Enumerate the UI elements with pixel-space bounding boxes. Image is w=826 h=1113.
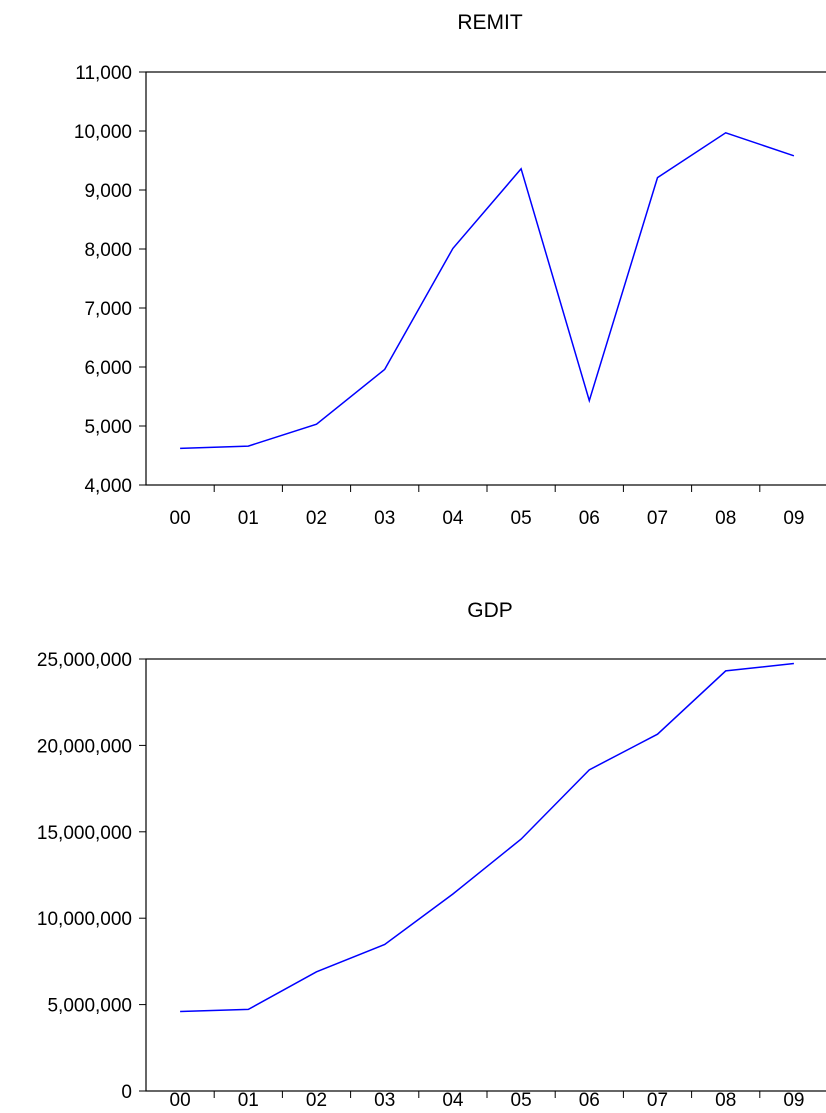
x-tick-label: 08 xyxy=(715,508,736,529)
series-line xyxy=(180,131,795,450)
x-tick-label: 05 xyxy=(511,508,532,529)
y-axis: 0 5,000,000 10,000,000 15,000,000 20,000,000… xyxy=(37,650,146,1103)
x-tick-label: 01 xyxy=(238,508,259,529)
y-tick-label: 8,000 xyxy=(84,240,132,261)
y-tick-label: 5,000,000 xyxy=(47,996,132,1017)
x-tick-label: 00 xyxy=(170,508,191,529)
x-tick-label: 02 xyxy=(306,1090,327,1111)
x-tick-label: 04 xyxy=(442,508,464,529)
x-tick-label: 02 xyxy=(306,508,327,529)
series-line xyxy=(180,662,794,1013)
x-tick-label: 09 xyxy=(783,1090,804,1111)
y-tick-label: 6,000 xyxy=(84,358,132,379)
y-axis: 4,000 5,000 6,000 7,000 8,000 9,000 10,000 11,0… xyxy=(74,63,146,497)
x-tick-label: 09 xyxy=(783,508,804,529)
plot-frame xyxy=(145,658,826,1092)
x-tick-label: 03 xyxy=(374,1090,395,1111)
y-tick-label: 9,000 xyxy=(84,181,132,202)
x-tick-label: 06 xyxy=(579,1090,600,1111)
chart-title: GDP xyxy=(467,599,513,622)
x-tick-label: 06 xyxy=(579,508,600,529)
x-tick-label: 00 xyxy=(170,1090,191,1111)
x-axis: 00 01 02 03 04 05 06 07 08 09 xyxy=(170,485,804,529)
x-tick-label: 08 xyxy=(715,1090,736,1111)
y-tick-label: 7,000 xyxy=(84,299,132,320)
y-tick-label: 0 xyxy=(121,1082,132,1103)
x-tick-label: 05 xyxy=(511,1090,532,1111)
x-axis: 00 01 02 03 04 05 06 07 08 09 xyxy=(170,1090,805,1111)
y-tick-label: 10,000,000 xyxy=(37,909,132,930)
x-tick-label: 03 xyxy=(374,508,395,529)
y-tick-label: 25,000,000 xyxy=(37,650,132,671)
y-tick-label: 5,000 xyxy=(84,417,132,438)
remit-chart: REMIT 4,000 5,000 6,000 7,000 8,000 9,000 10,0… xyxy=(74,11,826,529)
y-tick-label: 10,000 xyxy=(74,122,132,143)
x-tick-label: 07 xyxy=(647,1090,668,1111)
y-tick-label: 4,000 xyxy=(84,476,132,497)
y-tick-label: 11,000 xyxy=(75,63,132,84)
x-tick-label: 07 xyxy=(647,508,668,529)
y-tick-label: 15,000,000 xyxy=(37,823,132,844)
y-tick-label: 20,000,000 xyxy=(37,736,132,757)
gdp-chart: GDP 0 5,000,000 10,000,000 15,000,000 20,000… xyxy=(37,599,826,1111)
chart-title: REMIT xyxy=(457,11,523,34)
x-tick-label: 04 xyxy=(442,1090,464,1111)
x-tick-label: 01 xyxy=(238,1090,259,1111)
